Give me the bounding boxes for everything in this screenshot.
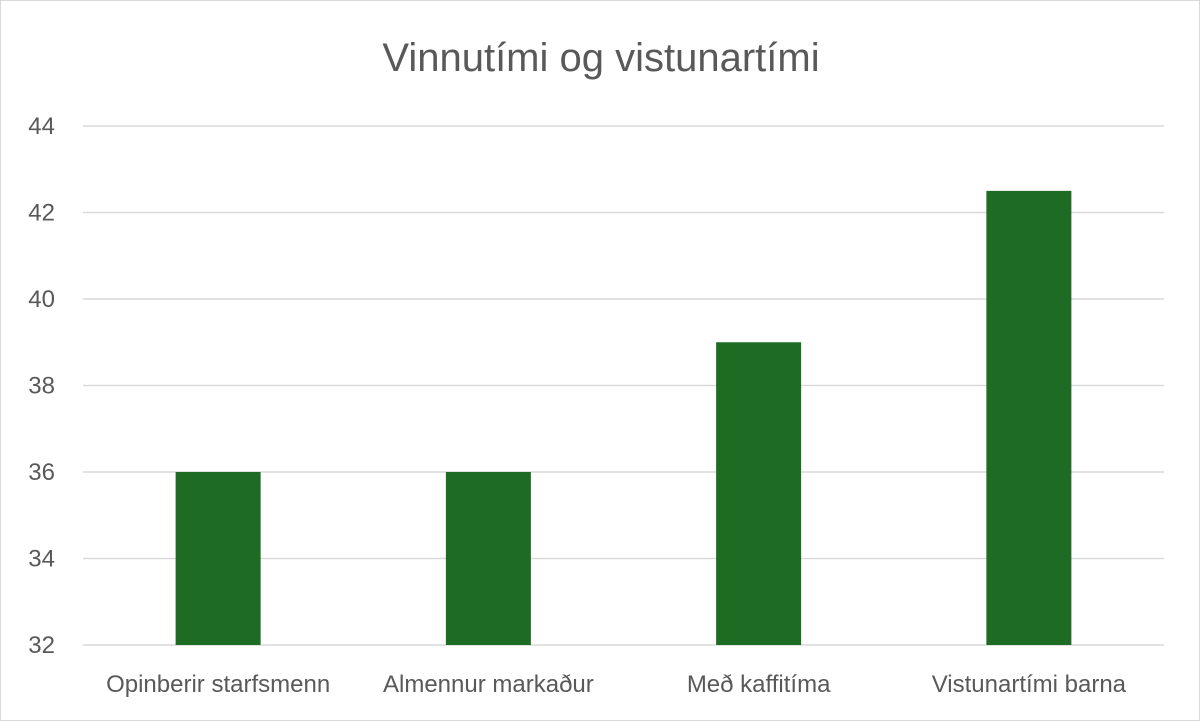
bar xyxy=(175,472,261,645)
y-tick-label: 36 xyxy=(28,459,55,486)
x-tick-label: Opinberir starfsmenn xyxy=(106,671,330,698)
bars xyxy=(175,190,1072,645)
y-tick-label: 42 xyxy=(28,200,55,227)
y-axis-ticks: 32 34 36 38 40 42 44 xyxy=(28,113,55,659)
y-tick-label: 34 xyxy=(28,546,55,573)
bar xyxy=(986,190,1072,645)
y-tick-label: 40 xyxy=(28,286,55,313)
y-tick-label: 32 xyxy=(28,632,55,659)
y-tick-label: 38 xyxy=(28,373,55,400)
x-tick-label: Vistunartími barna xyxy=(932,671,1127,698)
y-tick-label: 44 xyxy=(28,113,55,140)
x-tick-label: Með kaffitíma xyxy=(687,671,831,698)
gridlines xyxy=(83,125,1164,646)
bar xyxy=(716,342,802,645)
x-axis-ticks: Opinberir starfsmenn Almennur markaður Með… xyxy=(106,671,1127,698)
chart-title: Vinnutími og vistunartími xyxy=(382,36,819,80)
x-tick-label: Almennur markaður xyxy=(383,671,594,698)
bar xyxy=(445,472,531,645)
